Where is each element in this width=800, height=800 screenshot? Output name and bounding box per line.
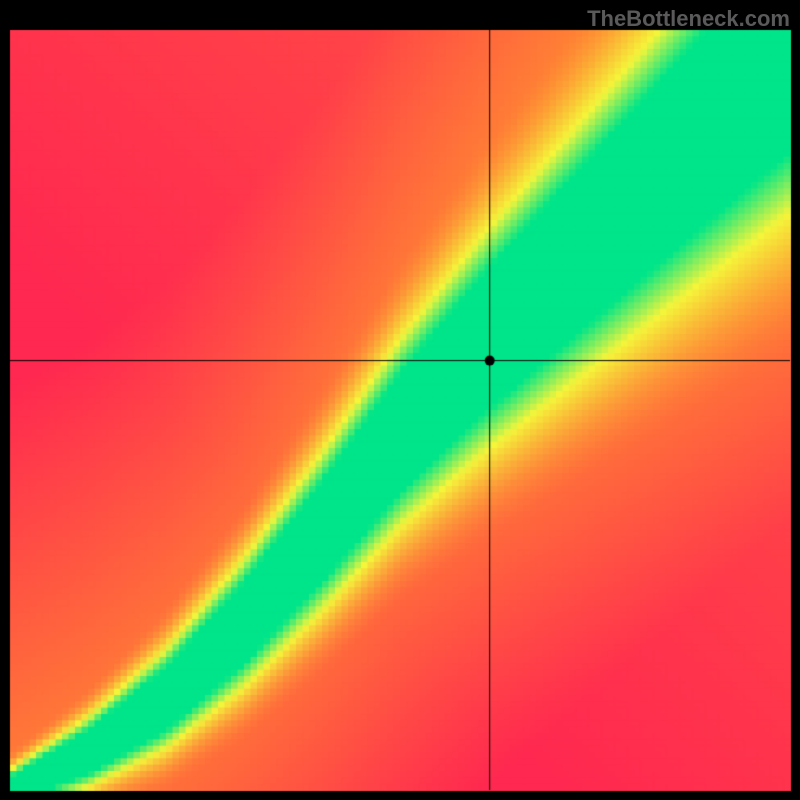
chart-container: TheBottleneck.com: [0, 0, 800, 800]
bottleneck-heatmap: [0, 0, 800, 800]
watermark-text: TheBottleneck.com: [587, 6, 790, 32]
